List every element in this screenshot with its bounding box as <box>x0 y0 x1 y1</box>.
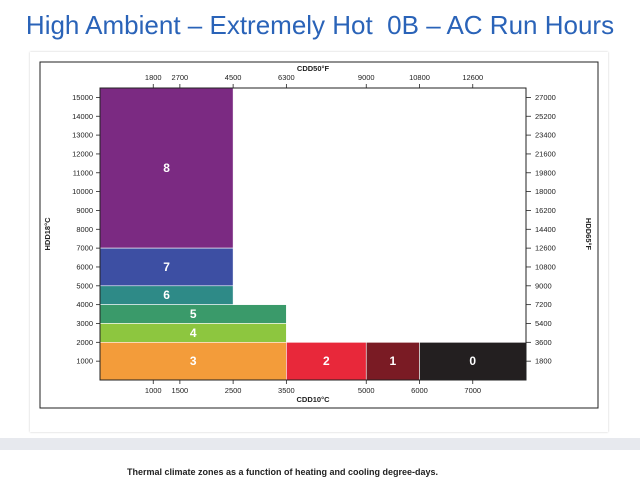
top-axis-title: CDD50°F <box>297 64 330 73</box>
top-tick-label: 10800 <box>409 73 430 82</box>
bottom-tick-label: 7000 <box>464 386 481 395</box>
top-tick-label: 1800 <box>145 73 162 82</box>
zone-7-bar <box>99 247 234 287</box>
bottom-tick-label: 3500 <box>278 386 295 395</box>
left-tick-label: 7000 <box>76 244 93 253</box>
right-tick-label: 25200 <box>535 112 556 121</box>
zone-8-label: 8 <box>163 161 170 175</box>
zone-8-bar <box>99 87 234 249</box>
right-tick-label: 16200 <box>535 206 556 215</box>
left-tick-label: 2000 <box>76 338 93 347</box>
slide-title: High Ambient – Extremely Hot 0B – AC Run… <box>25 10 615 40</box>
plot-frame <box>99 87 527 381</box>
right-tick-label: 14400 <box>535 225 556 234</box>
left-tick-label: 6000 <box>76 262 93 271</box>
climate-zone-chart: 8 7 6 5 4 3 2 1 0 1000 1500 2500 3500 5000 6000 7000 18… <box>39 61 599 409</box>
left-tick-label: 5000 <box>76 281 93 290</box>
zone-1-label: 1 <box>390 354 397 368</box>
left-axis-title: HDD18°C <box>43 217 52 251</box>
right-tick-label: 5400 <box>535 319 552 328</box>
left-tick-label: 1000 <box>76 357 93 366</box>
zone-0-bar <box>419 342 527 381</box>
left-tick-label: 15000 <box>72 93 93 102</box>
top-tick-label: 12600 <box>462 73 483 82</box>
top-tick-label: 9000 <box>358 73 375 82</box>
zones-layer: 8 7 6 5 4 3 2 1 0 <box>99 87 527 381</box>
zone-3-label: 3 <box>190 354 197 368</box>
zone-0-label: 0 <box>469 354 476 368</box>
bottom-tick-label: 1500 <box>172 386 189 395</box>
figure-caption: Thermal climate zones as a function of h… <box>127 467 439 477</box>
right-tick-label: 9000 <box>535 281 552 290</box>
zone-7-label: 7 <box>163 260 170 274</box>
bottom-tick-label: 6000 <box>411 386 428 395</box>
zone-2-label: 2 <box>323 354 330 368</box>
right-tick-label: 23400 <box>535 131 556 140</box>
right-axis-title: HDD65°F <box>584 218 593 251</box>
right-tick-label: 10800 <box>535 262 556 271</box>
top-tick-label: 6300 <box>278 73 295 82</box>
left-tick-label: 4000 <box>76 300 93 309</box>
right-tick-label: 21600 <box>535 149 556 158</box>
left-tick-label: 12000 <box>72 149 93 158</box>
bottom-axis-title: CDD10°C <box>296 395 330 404</box>
footer-band <box>0 438 640 450</box>
ticks-layer <box>96 84 531 384</box>
right-tick-label: 3600 <box>535 338 552 347</box>
left-tick-label: 9000 <box>76 206 93 215</box>
zone-5-label: 5 <box>190 307 197 321</box>
zone-4-label: 4 <box>190 326 197 340</box>
top-tick-label: 2700 <box>172 73 189 82</box>
top-tick-label: 4500 <box>225 73 242 82</box>
right-tick-label: 18000 <box>535 187 556 196</box>
right-tick-label: 27000 <box>535 93 556 102</box>
bottom-tick-label: 1000 <box>145 386 162 395</box>
right-tick-label: 7200 <box>535 300 552 309</box>
bottom-tick-label: 5000 <box>358 386 375 395</box>
right-tick-label: 12600 <box>535 244 556 253</box>
left-tick-label: 10000 <box>72 187 93 196</box>
left-tick-label: 13000 <box>72 131 93 140</box>
bottom-tick-label: 2500 <box>225 386 242 395</box>
right-tick-label: 19800 <box>535 168 556 177</box>
left-tick-label: 11000 <box>73 168 93 177</box>
outer-frame <box>39 61 599 409</box>
left-tick-label: 3000 <box>76 319 93 328</box>
left-tick-label: 14000 <box>72 112 93 121</box>
right-tick-label: 1800 <box>535 357 552 366</box>
left-tick-label: 8000 <box>76 225 93 234</box>
zone-6-label: 6 <box>163 288 170 302</box>
climate-zone-figure: 8 7 6 5 4 3 2 1 0 1000 1500 2500 3500 5000 6000 7000 18… <box>30 52 608 477</box>
